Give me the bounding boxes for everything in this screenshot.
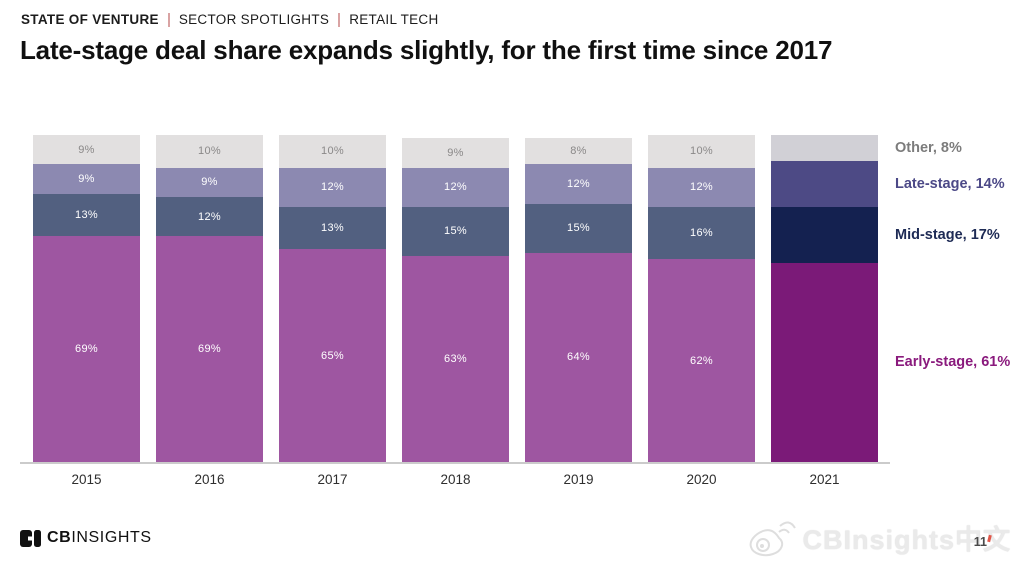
segment-value-label: 12% [690,181,713,194]
segment-value-label: 9% [201,176,218,189]
page-number: 11 [974,534,992,549]
segment-mid-stage-2016: 12% [156,197,263,237]
segment-value-label: 62% [690,354,713,367]
page-number-tick [987,534,992,543]
segment-value-label: 8% [570,145,587,158]
segment-early-stage-2015: 69% [33,236,140,462]
weibo-watermark: CBInsights中文 [746,514,1011,560]
segment-value-label: 65% [321,349,344,362]
segment-value-label: 10% [690,145,713,158]
weibo-icon [750,521,797,557]
segment-value-label: 12% [567,178,590,191]
segment-late-stage-2016: 9% [156,167,263,198]
segment-other-2019: 8% [525,138,632,165]
axis-label-2015: 2015 [71,472,102,487]
axis-label-2018: 2018 [440,472,471,487]
segment-other-2020: 10% [648,135,755,168]
bar-2018: 63% 15% 12% 9% 2018 [402,129,509,487]
segment-value-label: 13% [321,222,344,235]
bar-2016: 69% 12% 9% 10% 2016 [156,129,263,487]
segment-mid-stage-2021 [771,206,878,263]
legend-other: Other, 8% [895,140,962,157]
segment-value-label: 12% [198,210,221,223]
page-title: Late-stage deal share expands slightly, … [20,35,833,65]
segment-late-stage-2021 [771,161,878,207]
segment-value-label: 9% [78,173,95,186]
segment-value-label: 69% [75,343,98,356]
axis-label-2020: 2020 [686,472,717,487]
segment-mid-stage-2020: 16% [648,206,755,260]
segment-early-stage-2018: 63% [402,256,509,462]
segment-mid-stage-2019: 15% [525,203,632,253]
breadcrumb-section: SECTOR SPOTLIGHTS [178,12,330,27]
segment-mid-stage-2015: 13% [33,193,140,237]
segment-late-stage-2018: 12% [402,167,509,207]
segment-early-stage-2016: 69% [156,236,263,462]
segment-late-stage-2015: 9% [33,164,140,194]
segment-other-2018: 9% [402,138,509,168]
stacked-bar-chart: 69% 13% 9% 9% 2015 69% 12% 9% 10% 2016 65% 13% 12% 10… [20,129,1010,487]
segment-value-label: 16% [690,227,713,240]
segment-value-label: 63% [444,353,467,365]
segment-early-stage-2019: 64% [525,252,632,462]
segment-other-2015: 9% [33,135,140,165]
segment-late-stage-2019: 12% [525,164,632,204]
legend-late-stage: Late-stage, 14% [895,176,1005,193]
segment-value-label: 13% [75,209,98,222]
segment-other-2016: 10% [156,135,263,168]
bar-2017: 65% 13% 12% 10% 2017 [279,129,386,487]
segment-early-stage-2017: 65% [279,249,386,462]
legend-early-stage: Early-stage, 61% [895,354,1011,371]
breadcrumb-separator [338,12,341,27]
segment-value-label: 9% [78,143,95,156]
axis-label-2016: 2016 [194,472,225,487]
segment-value-label: 64% [567,351,590,364]
segment-value-label: 9% [447,146,464,159]
cbinsights-logo-icon [20,529,41,547]
bar-2019: 64% 15% 12% 8% 2019 [525,129,632,487]
segment-value-label: 10% [321,145,344,158]
x-axis-line [20,462,890,464]
bar-2021: 2021 [771,129,878,487]
segment-mid-stage-2018: 15% [402,206,509,256]
segment-late-stage-2020: 12% [648,167,755,207]
breadcrumb-report-name: STATE OF VENTURE [21,12,159,27]
report-breadcrumb: STATE OF VENTURE SECTOR SPOTLIGHTS RETAI… [21,12,439,27]
bar-2020: 62% 16% 12% 10% 2020 [648,129,755,487]
bar-2015: 69% 13% 9% 9% 2015 [33,129,140,487]
segment-value-label: 69% [198,343,221,356]
segment-early-stage-2020: 62% [648,259,755,462]
segment-value-label: 15% [567,222,590,235]
logo-insights: INSIGHTS [71,529,152,546]
segment-value-label: 12% [444,181,467,194]
breadcrumb-separator [167,12,170,27]
segment-value-label: 12% [321,181,344,194]
cbinsights-logo-text: CBINSIGHTS [47,529,152,547]
segment-mid-stage-2017: 13% [279,206,386,250]
breadcrumb-subsection: RETAIL TECH [349,12,439,27]
segment-value-label: 10% [198,145,221,158]
cbinsights-logo: CBINSIGHTS [20,529,152,547]
segment-other-2017: 10% [279,135,386,168]
segment-late-stage-2017: 12% [279,167,386,207]
segment-other-2021 [771,135,878,162]
legend-mid-stage: Mid-stage, 17% [895,226,1000,243]
segment-value-label: 15% [444,225,467,238]
axis-label-2019: 2019 [563,472,594,487]
logo-cb: CB [47,529,72,546]
axis-label-2017: 2017 [317,472,348,487]
segment-early-stage-2021 [771,262,878,462]
axis-label-2021: 2021 [809,472,840,487]
